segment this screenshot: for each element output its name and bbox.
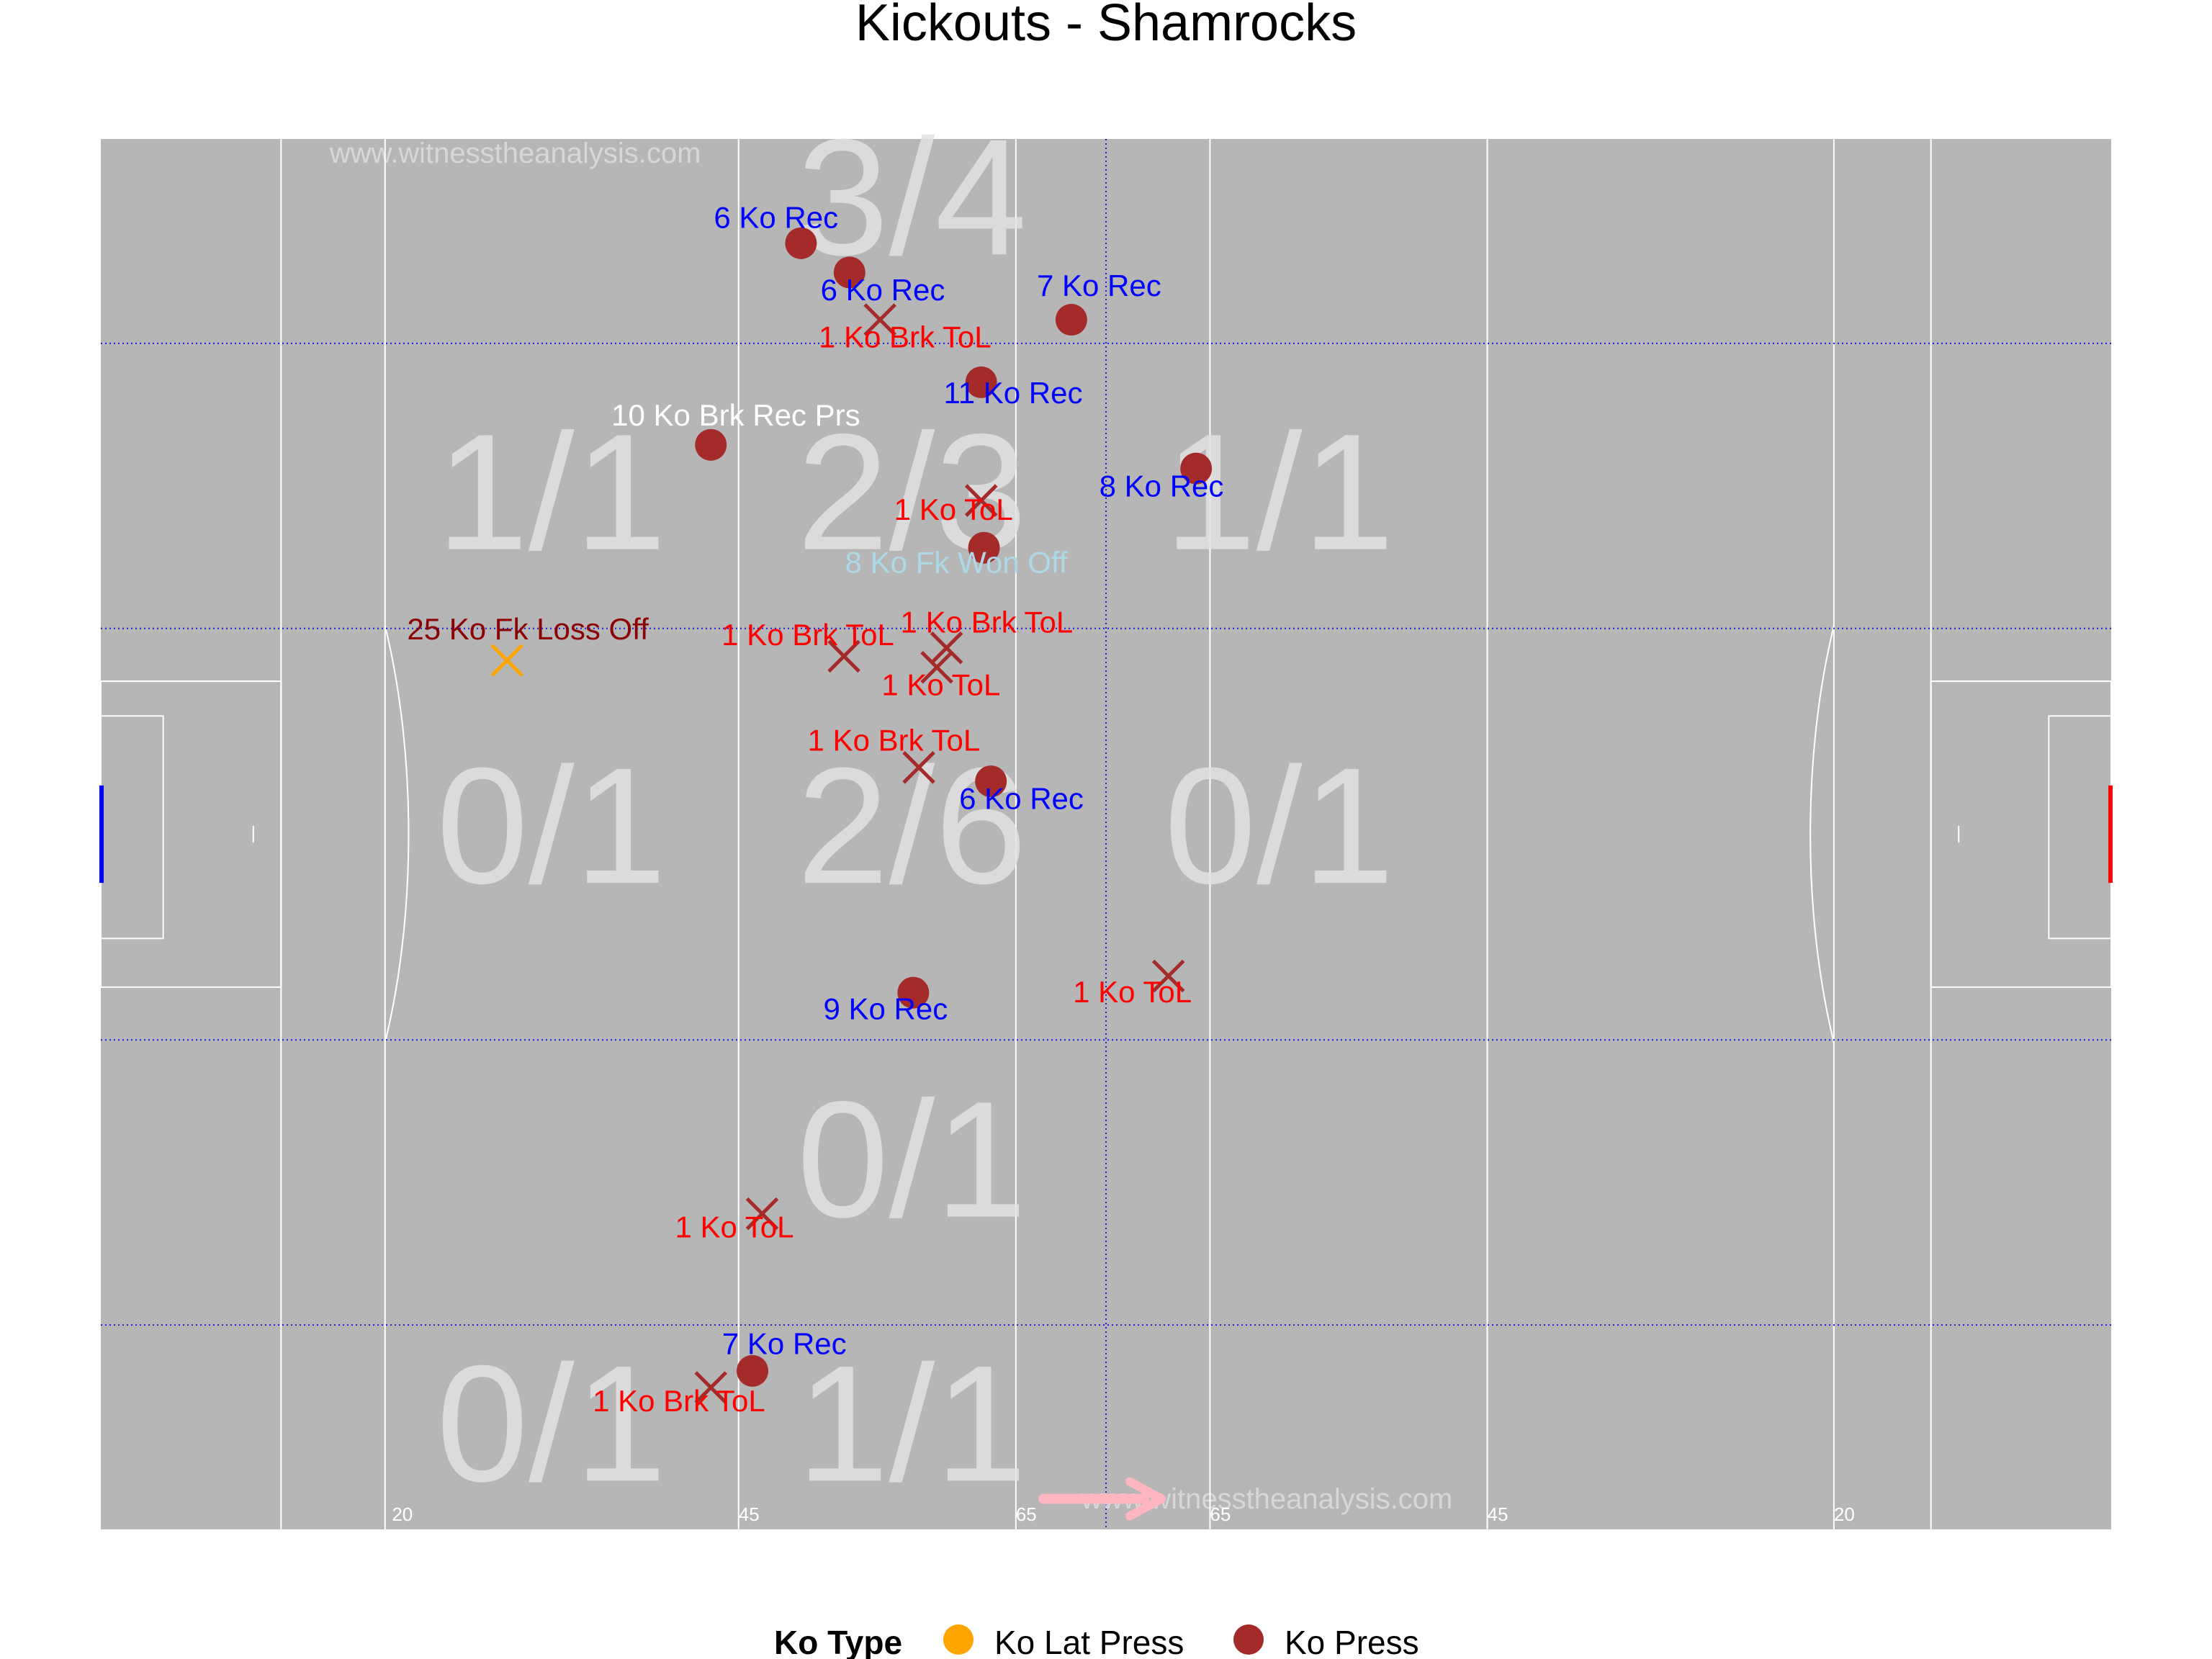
cross-stroke bbox=[490, 644, 523, 677]
legend-title: Ko Type bbox=[774, 1624, 902, 1659]
arrow-head bbox=[1125, 1477, 1166, 1521]
kickout-labels: 6 Ko Rec 6 Ko Rec 7 Ko Rec 1 Ko Brk ToL 11 K… bbox=[407, 201, 1223, 1418]
pitch-line-label: 45 bbox=[739, 1503, 760, 1525]
kickout-cross bbox=[490, 644, 523, 677]
kickout-dot bbox=[1180, 452, 1213, 485]
kickout-label: 25 Ko Fk Loss Off bbox=[407, 612, 649, 646]
cross-stroke bbox=[827, 639, 860, 673]
pitch-line-label: 20 bbox=[392, 1503, 413, 1525]
pitch-line-labels: 20 45 65 65 45 20 bbox=[392, 1503, 1854, 1525]
cross-stroke bbox=[745, 1197, 779, 1231]
kickout-dot bbox=[975, 765, 1007, 798]
kickout-dot bbox=[968, 531, 1000, 564]
kickout-label: 1 Ko Brk ToL bbox=[901, 606, 1074, 639]
zone-grid-lines bbox=[101, 139, 2111, 1529]
chart-title: Kickouts - Shamrocks bbox=[855, 0, 1357, 52]
kickout-dot bbox=[1055, 304, 1087, 336]
zone-summary: 3/4 bbox=[797, 104, 1028, 289]
cross-stroke bbox=[863, 303, 896, 336]
pitch-line-label: 65 bbox=[1016, 1503, 1037, 1525]
kickout-cross bbox=[863, 303, 896, 336]
kickout-label: 1 Ko Brk ToL bbox=[819, 320, 992, 354]
pitch-markings bbox=[99, 139, 2113, 1529]
kickout-label: 6 Ko Rec bbox=[821, 273, 945, 307]
pitch-line-label: 45 bbox=[1488, 1503, 1509, 1525]
pitch-line-label: 20 bbox=[1834, 1503, 1855, 1525]
kickout-points bbox=[490, 227, 1213, 1404]
legend: Ko Type Ko Lat Press Ko Press bbox=[774, 1624, 1419, 1659]
cross-stroke bbox=[694, 1371, 727, 1404]
zone-summary: 1/1 bbox=[797, 1331, 1028, 1516]
kickout-label: 9 Ko Rec bbox=[823, 992, 948, 1025]
kickout-cross bbox=[827, 639, 860, 673]
kickout-label: 7 Ko Rec bbox=[1037, 269, 1161, 302]
kickout-label: 10 Ko Brk Rec Prs bbox=[611, 398, 860, 432]
legend-label-ko-lat-press: Ko Lat Press bbox=[994, 1624, 1184, 1659]
kickout-cross bbox=[930, 631, 963, 665]
attack-direction-arrow bbox=[1038, 1477, 1166, 1521]
kickout-dot bbox=[965, 366, 997, 398]
cross-stroke bbox=[930, 631, 963, 665]
zone-summary: 2/6 bbox=[797, 733, 1028, 918]
kickout-dot bbox=[695, 428, 727, 461]
zone-summary: 0/1 bbox=[797, 1067, 1028, 1252]
zone-summary: 0/1 bbox=[1164, 733, 1395, 918]
kickout-cross bbox=[964, 484, 998, 517]
legend-swatch-ko-lat-press bbox=[943, 1624, 974, 1655]
zone-summary: 1/1 bbox=[1164, 400, 1395, 585]
zone-summary: 0/1 bbox=[436, 733, 667, 918]
kickout-dot bbox=[897, 976, 930, 1009]
cross-stroke bbox=[1151, 959, 1185, 993]
kickout-label: 8 Ko Rec bbox=[1100, 469, 1224, 503]
kickout-label: 6 Ko Rec bbox=[714, 201, 838, 235]
kickout-cross bbox=[1151, 959, 1185, 993]
zone-summary: 1/1 bbox=[436, 400, 667, 585]
zone-summary-labels: 3/41/1 2/3 1/10/1 2/6 0/10/10/1 1/1 bbox=[436, 104, 1395, 1516]
arc-right bbox=[1809, 625, 1835, 1043]
kickout-label: 1 Ko Brk ToL bbox=[593, 1384, 765, 1418]
kickout-label: 1 Ko ToL bbox=[1073, 975, 1192, 1009]
kickout-label: 1 Ko Brk ToL bbox=[808, 724, 981, 757]
legend-label-ko-press: Ko Press bbox=[1285, 1624, 1419, 1659]
cross-stroke bbox=[920, 651, 953, 684]
kickout-cross bbox=[902, 751, 935, 784]
kickout-label: 8 Ko Fk Won Off bbox=[845, 545, 1068, 579]
kickout-dot bbox=[736, 1354, 768, 1387]
watermark: www.witnesstheanalysis.com bbox=[329, 138, 701, 169]
kickout-label: 11 Ko Rec bbox=[943, 376, 1082, 410]
pitch-line-label: 65 bbox=[1210, 1503, 1231, 1525]
legend-swatch-ko-press bbox=[1233, 1624, 1264, 1655]
cross-stroke bbox=[964, 484, 998, 517]
kickout-cross bbox=[745, 1197, 779, 1231]
zone-summary: 0/1 bbox=[436, 1331, 667, 1516]
kickout-label: 1 Ko ToL bbox=[881, 667, 1000, 701]
kickout-dot bbox=[833, 256, 866, 289]
kickout-label: 1 Ko ToL bbox=[675, 1210, 793, 1244]
kickout-label: 6 Ko Rec bbox=[959, 782, 1084, 816]
kickout-label: 7 Ko Rec bbox=[722, 1327, 847, 1361]
arc-left bbox=[384, 625, 410, 1043]
kickout-dot bbox=[785, 227, 817, 259]
kickout-cross bbox=[920, 651, 953, 684]
kickout-label: 1 Ko Brk ToL bbox=[721, 618, 894, 652]
kickout-label: 1 Ko ToL bbox=[894, 493, 1013, 526]
kickout-cross bbox=[694, 1371, 727, 1404]
cross-stroke bbox=[902, 751, 935, 784]
